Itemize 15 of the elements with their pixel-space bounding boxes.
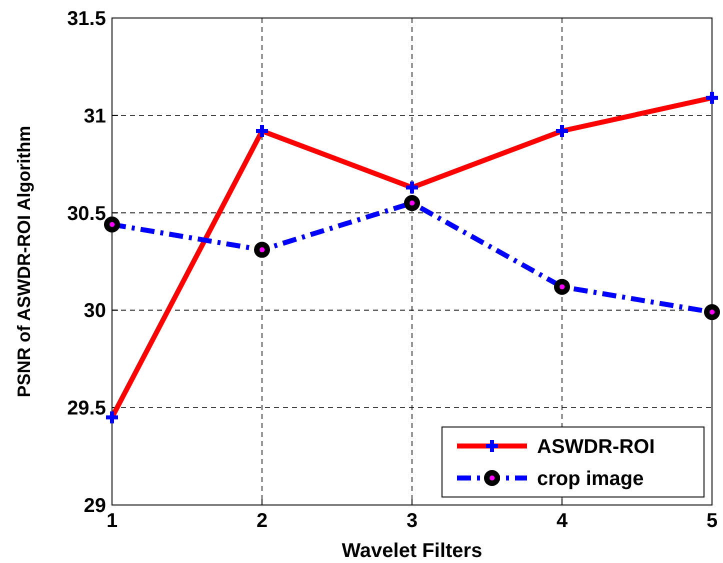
y-tick-label: 31.5 xyxy=(67,8,106,30)
y-tick-label: 31 xyxy=(84,105,106,128)
x-tick-label: 3 xyxy=(406,510,418,532)
x-tick-label: 1 xyxy=(106,510,118,532)
y-tick-label: 29 xyxy=(84,495,106,517)
legend-label: crop image xyxy=(537,468,644,490)
y-axis-title: PSNR of ASWDR-ROI Algorithm xyxy=(14,126,34,398)
legend-label: ASWDR-ROI xyxy=(537,436,655,458)
y-tick-label: 29.5 xyxy=(67,398,106,420)
y-tick-label: 30 xyxy=(84,300,106,322)
x-tick-label: 5 xyxy=(706,510,718,532)
x-axis-title: Wavelet Filters xyxy=(342,540,482,562)
y-tick-label: 30.5 xyxy=(67,202,106,225)
x-tick-label: 2 xyxy=(256,510,268,532)
x-tick-label: 4 xyxy=(556,510,568,532)
